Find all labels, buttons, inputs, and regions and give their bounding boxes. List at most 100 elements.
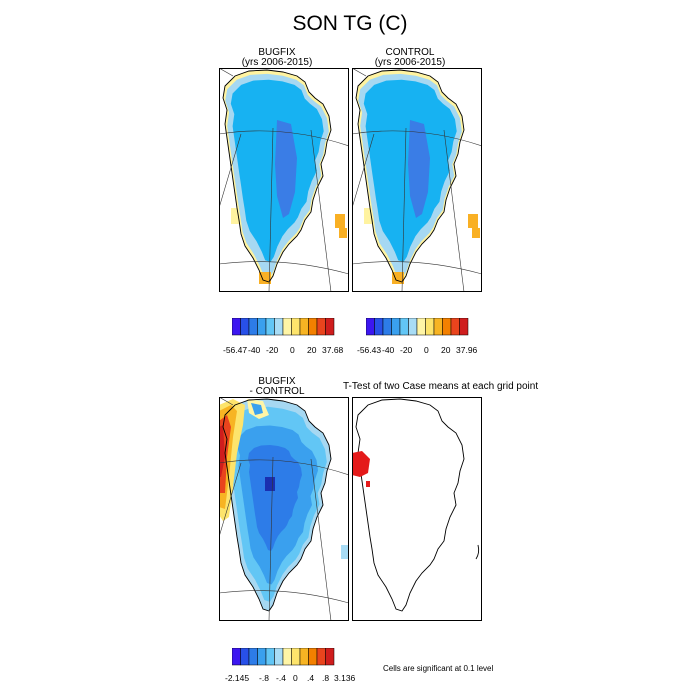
ttest-frame [352,397,482,621]
control-cbar-label-2: -20 [400,345,413,355]
control-colorbar [366,318,469,336]
bugfix-latitude-line [219,130,349,147]
diff-colorbar-swatch [232,648,241,666]
bugfix-warm-cell [259,272,271,284]
bugfix-cbar-label-3: 0 [290,345,295,355]
diff-cbar-label-5: .8 [322,673,330,683]
diff-colorbar-swatch [257,648,267,666]
ttest-coastline [355,398,465,612]
control-coast-cell [364,208,372,224]
bugfix-subtitle: (yrs 2006-2015) [241,57,313,68]
control-blank-corner [352,68,372,82]
diff-coastline [222,398,332,612]
diff-colorbar [232,648,335,666]
bugfix-colorbar-swatch [248,318,258,336]
bugfix-panel-title: BUGFIX (yrs 2006-2015) [220,48,334,68]
diff-map [219,397,349,621]
diff-cbar-label-6: 3.136 [334,673,356,683]
page-title: SON TG (C) [292,12,408,35]
diff-east-cell [341,545,349,559]
diff-colorbar-swatch [325,648,335,666]
bugfix-blank-corner [219,68,239,82]
bugfix-colorbar-swatch [325,318,335,336]
control-meridian-line [352,68,367,77]
control-map [352,68,482,292]
diff-cbar-label-1: -.8 [259,673,269,683]
diff-colorbar-swatch [282,648,292,666]
control-colorbar-swatch [442,318,452,336]
bugfix-cbar-label-2: -20 [266,345,279,355]
diff-hot-core [219,425,225,477]
diff-colorbar-swatch [248,648,258,666]
control-colorbar-swatch [416,318,426,336]
diff-colorbar-swatch [291,648,301,666]
bugfix-colorbar-swatch [240,318,250,336]
control-colorbar-swatch [433,318,443,336]
bugfix-colorbar-swatch [274,318,284,336]
diff-cbar-label-0: -2.145 [225,673,250,683]
bugfix-colorbar-swatch [265,318,275,336]
significance-note: Cells are significant at 0.1 level [383,664,494,673]
bugfix-colorbar [232,318,335,336]
diff-north-cool [251,403,263,415]
control-latitude-line [352,130,482,147]
control-colorbar-swatch [374,318,384,336]
bugfix-cbar-label-4: 20 [307,345,317,355]
bugfix-colorbar-swatch [282,318,292,336]
bugfix-latitude-line [219,261,349,275]
control-latitude-line [352,261,482,275]
control-title: CONTROL [385,47,435,58]
diff-panel-title: BUGFIX - CONTROL [220,377,334,397]
diff-min-cell [265,477,275,491]
diff-cbar-label-3: 0 [293,673,298,683]
control-colorbar-swatch [399,318,409,336]
diff-colorbar-swatch [299,648,309,666]
diff-latitude-line [219,459,349,476]
bugfix-colorbar-swatch [291,318,301,336]
bugfix-frame [219,68,349,292]
control-cbar-label-1: -40 [382,345,395,355]
bugfix-coast-cell [231,208,239,224]
diff-meridian-line [310,458,332,621]
control-warm-cell [472,228,480,238]
bugfix-map [219,68,349,292]
bugfix-colorbar-swatch [299,318,309,336]
bugfix-meridian-line [219,68,234,77]
diff-colorbar-swatch [308,648,318,666]
diff-meridian-line [219,462,242,538]
bugfix-cbar-label-1: -40 [248,345,261,355]
control-ice-core [408,120,430,218]
control-colorbar-swatch [391,318,401,336]
control-colorbar-swatch [366,318,375,336]
control-coastline [355,69,465,283]
bugfix-ice-core [275,120,297,218]
control-cbar-label-3: 0 [424,345,429,355]
bugfix-colorbar-swatch [316,318,326,336]
control-colorbar-swatch [425,318,435,336]
diff-colorbar-swatch [265,648,275,666]
control-colorbar-swatch [450,318,460,336]
diff-core [248,445,302,551]
diff-colorbar-swatch [274,648,284,666]
diff-cbar-label-2: -.4 [276,673,286,683]
control-cbar-label-4: 20 [441,345,451,355]
ttest-map [352,397,482,621]
diff-frame [219,397,349,621]
bugfix-colorbar-swatch [257,318,267,336]
bugfix-cbar-label-5: 37.68 [322,345,344,355]
bugfix-meridian-line [268,127,274,292]
control-meridian-line [352,133,375,209]
bugfix-title: BUGFIX [258,47,296,58]
diff-title: BUGFIX [258,376,296,387]
bugfix-coastline [222,69,332,283]
control-cbar-label-0: -56.43 [357,345,382,355]
control-warm-cell [392,272,404,284]
diff-meridian-line [268,456,274,621]
ttest-title: T-Test of two Case means at each grid po… [343,381,539,392]
ttest-significant-area [352,451,370,477]
ttest-island-outline [475,544,480,560]
bugfix-cbar-label-0: -56.47 [223,345,248,355]
diff-subtitle: - CONTROL [249,386,305,397]
diff-colorbar-swatch [240,648,250,666]
control-colorbar-swatch [382,318,392,336]
